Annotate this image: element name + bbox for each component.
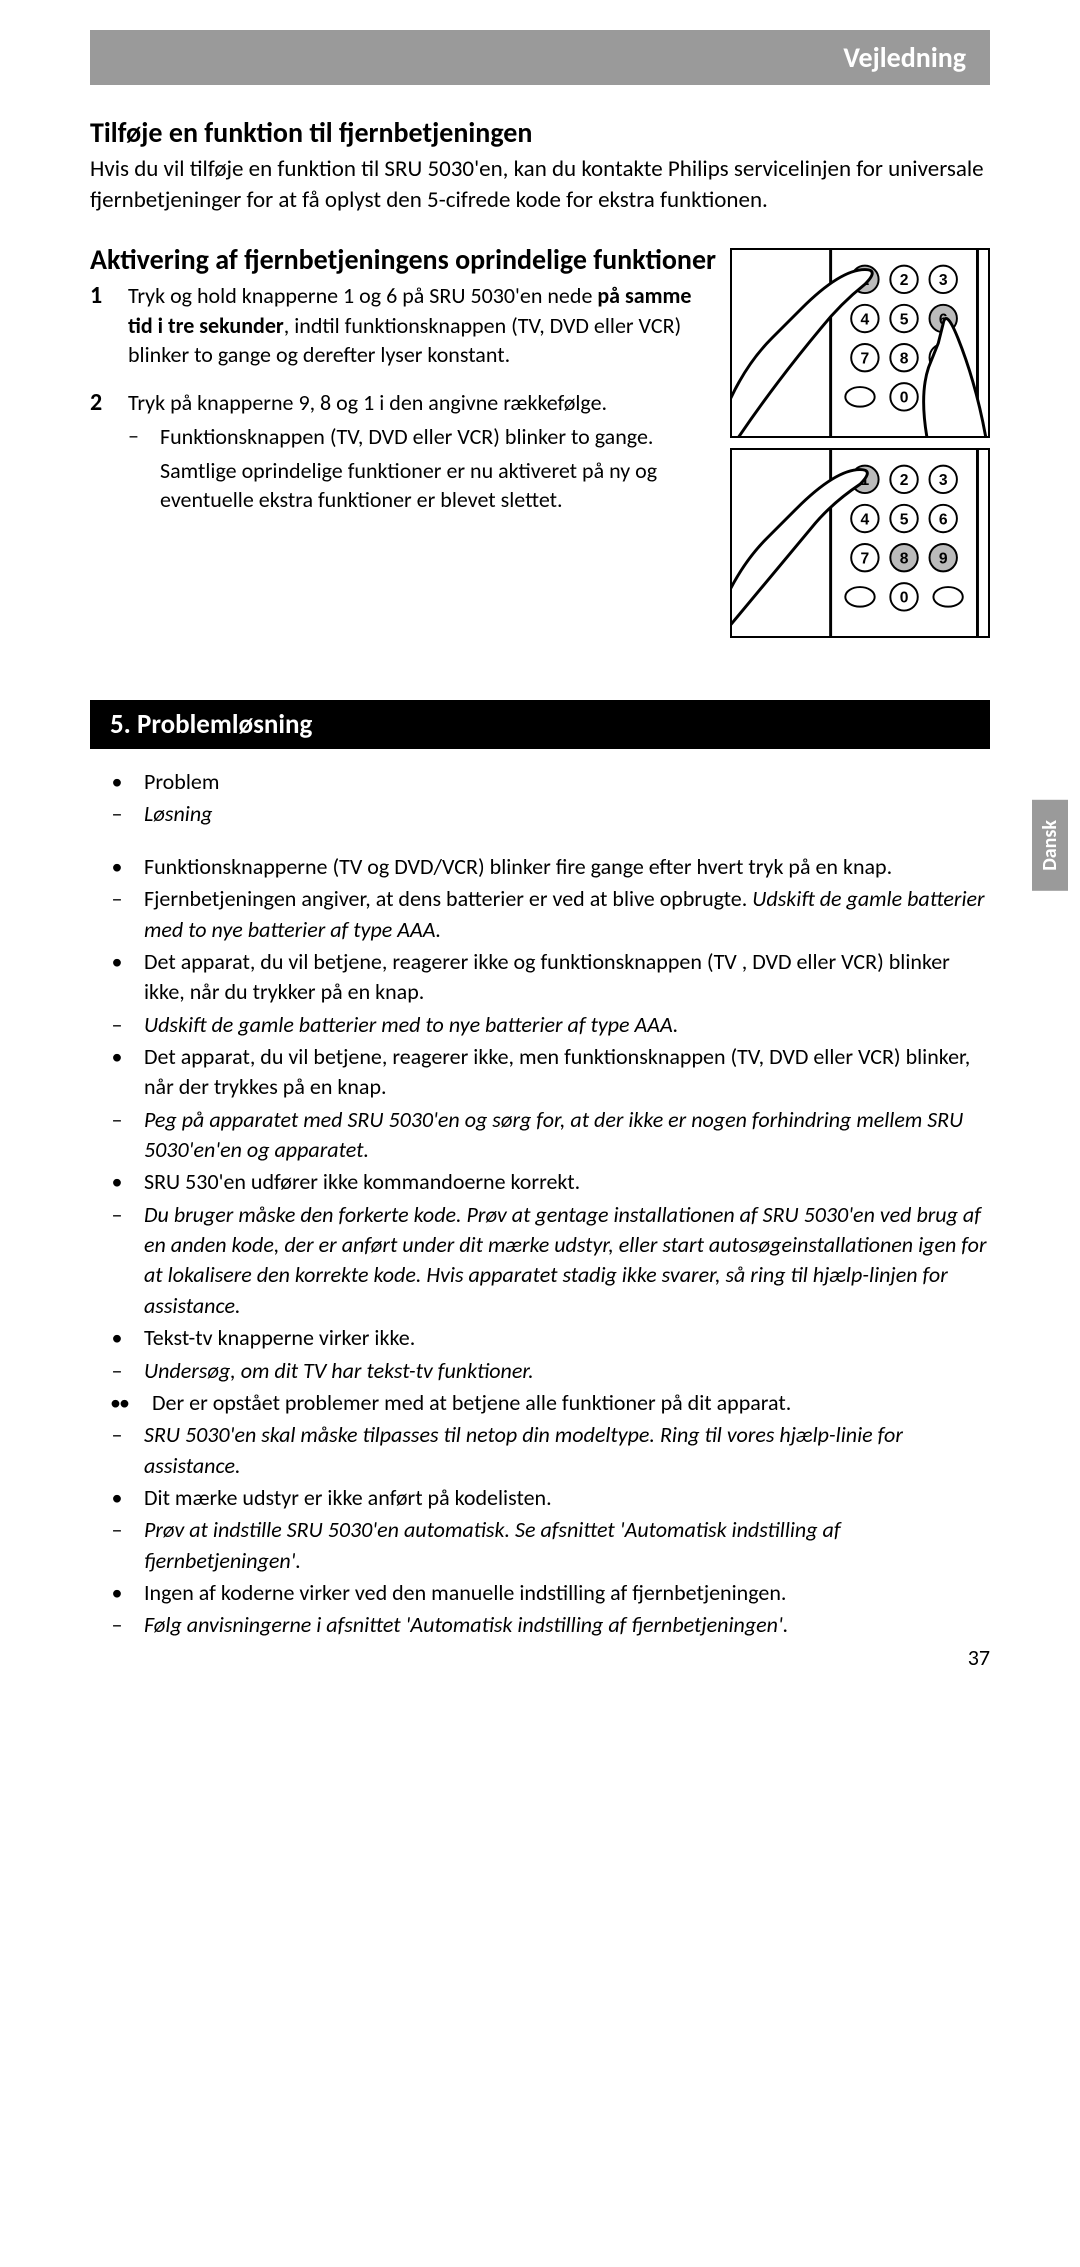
dash-mark: – [110,1610,124,1640]
svg-text:3: 3 [939,272,948,289]
item-text: Ingen af koderne virker ved den manuelle… [144,1578,786,1608]
figure-remote-2: 1 2 3 4 5 6 7 8 9 0 [730,448,990,638]
list-item: • Det apparat, du vil betjene, reagerer i… [110,947,990,1008]
svg-text:0: 0 [900,390,909,407]
list-item: •• Der er opstået problemer med at betjen… [110,1388,990,1418]
language-tab: Dansk [1032,800,1068,891]
dash-mark: – [110,799,124,829]
svg-text:0: 0 [900,590,909,607]
list-item: –Du bruger måske den forkerte kode. Prøv… [110,1200,990,1321]
step-body: Tryk på knapperne 9, 8 og 1 i den angivn… [128,388,607,418]
bullet-mark: • [110,1323,124,1353]
troubleshooting-list: • Funktionsknapperne (TV og DVD/VCR) blin… [90,852,990,1641]
item-text: Funktionsknapperne (TV og DVD/VCR) blink… [144,852,892,882]
svg-text:6: 6 [939,511,948,528]
list-item: –Fjernbetjeningen angiver, at dens batte… [110,884,990,945]
svg-text:2: 2 [900,472,909,489]
item-text: Fjernbetjeningen angiver, at dens batter… [144,884,990,945]
step-number: 1 [90,281,110,370]
list-item: –Undersøg, om dit TV har tekst-tv funkti… [110,1356,990,1386]
solution-label: Løsning [144,799,212,829]
item-text: Det apparat, du vil betjene, reagerer ik… [144,947,990,1008]
svg-text:5: 5 [900,311,909,328]
item-text: Udskift de gamle batterier med to nye ba… [144,1010,678,1040]
svg-text:3: 3 [939,472,948,489]
list-item: –SRU 5030'en skal måske tilpasses til ne… [110,1420,990,1481]
item-text: Dit mærke udstyr er ikke anført på kodel… [144,1483,552,1513]
section-troubleshooting-title: 5. Problemløsning [90,700,990,749]
svg-text:4: 4 [861,511,870,528]
item-text: Prøv at indstille SRU 5030'en automatisk… [144,1515,990,1576]
dash-mark: – [110,1200,124,1321]
list-item: –Udskift de gamle batterier med to nye b… [110,1010,990,1040]
item-text: Undersøg, om dit TV har tekst-tv funktio… [144,1356,534,1386]
bullet-mark: • [110,1578,124,1608]
dash-mark: – [110,1010,124,1040]
dash-mark: – [110,1356,124,1386]
list-item: • Dit mærke udstyr er ikke anført på kode… [110,1483,990,1513]
list-item: –Prøv at indstille SRU 5030'en automatis… [110,1515,990,1576]
svg-text:4: 4 [861,311,870,328]
dash-mark: – [110,1105,124,1166]
svg-text:7: 7 [861,551,870,568]
section-activate: Aktivering af fjernbetjeningens oprindel… [90,242,990,672]
svg-text:5: 5 [900,511,909,528]
list-item: • Funktionsknapperne (TV og DVD/VCR) blin… [110,852,990,882]
svg-text:8: 8 [900,551,909,568]
item-text: Det apparat, du vil betjene, reagerer ik… [144,1042,990,1103]
item-text: Tekst-tv knapperne virker ikke. [144,1323,415,1353]
bullet-mark: • [110,1167,124,1197]
item-text: SRU 5030'en skal måske tilpasses til net… [144,1420,990,1481]
step-body: Tryk og hold knapperne 1 og 6 på SRU 503… [128,281,700,370]
bullet-double-mark: •• [110,1388,132,1418]
svg-text:2: 2 [900,272,909,289]
item-text: Følg anvisningerne i afsnittet 'Automati… [144,1610,788,1640]
page-number: 37 [968,1644,990,1671]
bullet-mark: • [110,947,124,1008]
list-item: • Det apparat, du vil betjene, reagerer i… [110,1042,990,1103]
bullet-mark: • [110,767,124,797]
header-bar: Vejledning [90,30,990,85]
svg-text:9: 9 [939,551,948,568]
item-text: Peg på apparatet med SRU 5030'en og sørg… [144,1105,990,1166]
list-item: • Tekst-tv knapperne virker ikke. [110,1323,990,1353]
bullet-mark: • [110,1042,124,1103]
item-text: Du bruger måske den forkerte kode. Prøv … [144,1200,990,1321]
step-dash: – Funktionsknappen (TV, DVD eller VCR) b… [90,422,700,452]
list-item: –Følg anvisningerne i afsnittet 'Automat… [110,1610,990,1640]
troubleshooting-legend: • Problem – Løsning [90,767,990,830]
svg-text:7: 7 [861,351,870,368]
dash-text: Funktionsknappen (TV, DVD eller VCR) bli… [160,422,653,452]
section-body: Hvis du vil tilføje en funktion til SRU … [90,154,990,216]
bullet-mark: • [110,852,124,882]
list-item: • Ingen af koderne virker ved den manuell… [110,1578,990,1608]
figure-remote-1: 1 2 3 4 5 6 7 8 9 0 [730,248,990,438]
dash-mark: – [110,884,124,945]
step-text-pre: Tryk og hold knapperne 1 og 6 på SRU 503… [128,282,597,309]
list-item: –Peg på apparatet med SRU 5030'en og sør… [110,1105,990,1166]
section-add-function: Tilføje en funktion til fjernbetjeningen… [90,115,990,216]
figure-group: 1 2 3 4 5 6 7 8 9 0 [730,248,990,638]
dash-mark [128,456,142,515]
step-1: 1 Tryk og hold knapperne 1 og 6 på SRU 5… [90,281,700,370]
dash-mark: – [128,422,142,452]
dash-mark: – [110,1515,124,1576]
step-number: 2 [90,388,110,418]
item-text: SRU 530'en udfører ikke kommandoerne kor… [144,1167,580,1197]
list-item: • SRU 530'en udfører ikke kommandoerne ko… [110,1167,990,1197]
manual-page: Vejledning Tilføje en funktion til fjern… [0,0,1080,1683]
dash-mark: – [110,1420,124,1481]
step-2: 2 Tryk på knapperne 9, 8 og 1 i den angi… [90,388,700,418]
svg-text:8: 8 [900,351,909,368]
bullet-mark: • [110,1483,124,1513]
problem-label: Problem [144,767,219,797]
section-title: Tilføje en funktion til fjernbetjeningen [90,115,990,150]
item-text: Der er opstået problemer med at betjene … [152,1388,791,1418]
dash-text: Samtlige oprindelige funktioner er nu ak… [160,456,700,515]
step-dash: Samtlige oprindelige funktioner er nu ak… [90,456,700,515]
